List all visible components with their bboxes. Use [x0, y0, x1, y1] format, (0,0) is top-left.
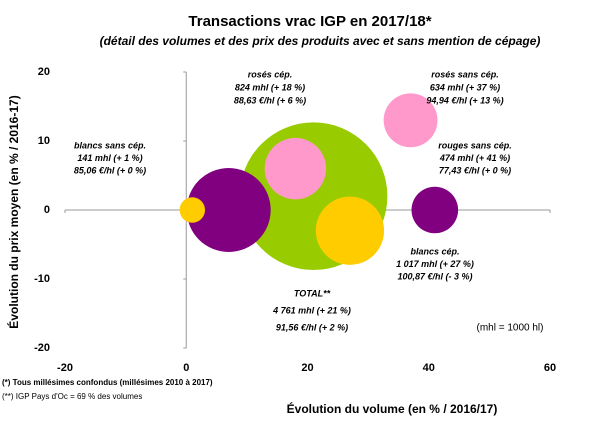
annotation: 4 761 mhl (+ 21 %) [272, 305, 351, 315]
annotation: 94,94 €/hl (+ 13 %) [426, 95, 503, 105]
x-tick-label: 20 [301, 362, 313, 374]
annotation: 1 017 mhl (+ 27 %) [396, 259, 474, 269]
bubble [315, 196, 385, 265]
bubble [383, 93, 438, 148]
annotation: rouges sans cép. [438, 140, 512, 150]
y-tick-label: 0 [44, 204, 50, 216]
annotation: blancs cép. [410, 246, 459, 256]
y-tick-label: -20 [34, 342, 50, 354]
x-axis-label: Évolution du volume (en % / 2016/17) [287, 401, 498, 416]
annotation: 824 mhl (+ 18 %) [235, 82, 305, 92]
y-tick-label: 20 [38, 66, 50, 78]
annotation: blancs sans cép. [74, 140, 146, 150]
x-tick-label: -20 [57, 362, 73, 374]
annotation: rosés sans cép. [431, 69, 499, 79]
chart-subtitle: (détail des volumes et des prix des prod… [100, 34, 541, 48]
unit-note: (mhl = 1000 hl) [477, 323, 544, 334]
annotation: 88,63 €/hl (+ 6 %) [234, 95, 306, 105]
annotation: 77,43 €/hl (+ 0 %) [439, 165, 511, 175]
chart-title: Transactions vrac IGP en 2017/18* [188, 13, 431, 30]
annotation: 141 mhl (+ 1 %) [77, 153, 142, 163]
bubble [179, 197, 206, 223]
annotation: 634 mhl (+ 37 %) [430, 82, 500, 92]
x-tick-label: 60 [544, 362, 556, 374]
annotation: 100,87 €/hl (- 3 %) [397, 271, 472, 281]
y-tick-label: 10 [38, 135, 50, 147]
y-axis-label: Évolution du prix moyen (en % / 2016-17) [6, 95, 21, 328]
annotation: 85,06 €/hl (+ 0 %) [74, 165, 146, 175]
annotation: rosés cép. [248, 69, 293, 79]
y-tick-label: -10 [34, 273, 50, 285]
bubble [186, 168, 271, 252]
footnote: (**) IGP Pays d'Oc = 69 % des volumes [2, 392, 142, 401]
x-tick-label: 0 [183, 362, 189, 374]
annotation: 91,56 €/hl (+ 2 %) [276, 322, 348, 332]
annotation: 474 mhl (+ 41 %) [439, 153, 510, 163]
x-tick-label: 40 [423, 362, 435, 374]
bubble [411, 186, 459, 234]
footnote: (*) Tous millésimes confondus (millésime… [2, 378, 213, 387]
annotation: TOTAL** [294, 288, 331, 298]
bubble [264, 137, 327, 200]
